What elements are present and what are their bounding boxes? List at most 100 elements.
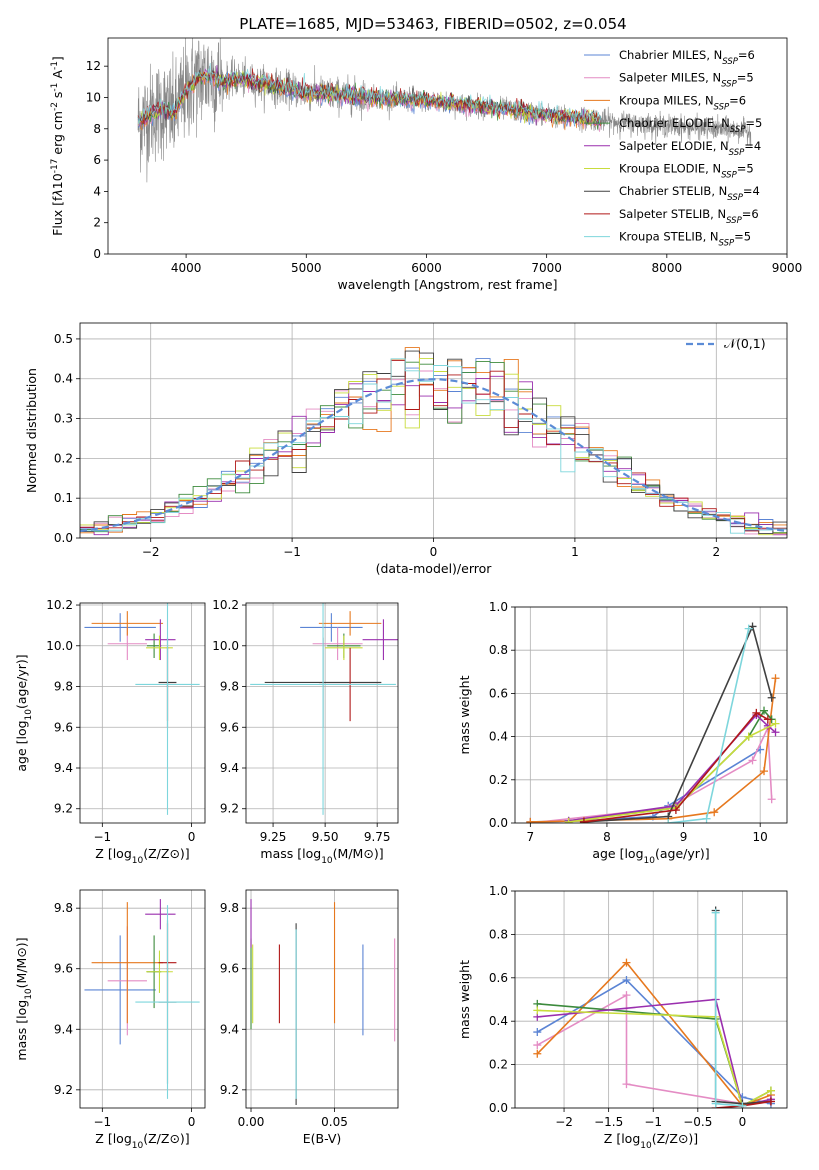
x-tick-label: 2 (712, 545, 720, 559)
data-point-marker (711, 908, 720, 917)
x-tick-label: −1.5 (594, 1115, 623, 1129)
y-tick-label: 1.0 (489, 884, 508, 898)
x-tick-label: 0 (188, 830, 196, 844)
series-line (530, 678, 777, 823)
data-point-marker (526, 817, 535, 823)
data-point-marker (771, 674, 780, 683)
data-point-marker (744, 732, 753, 741)
data-point-marker (702, 814, 711, 823)
x-tick-label: 9.25 (260, 830, 287, 844)
plot-area (250, 899, 396, 1105)
figure-title: PLATE=1685, MJD=53463, FIBERID=0502, z=0… (239, 15, 626, 33)
plot-area (84, 603, 200, 815)
y-tick-label: 9.6 (54, 720, 73, 734)
legend-label-chabrier-stelib: Chabrier STELIB, NSSP=4 (619, 184, 760, 203)
grid (246, 890, 398, 1108)
data-point-marker (622, 991, 631, 1000)
age-vs-metallicity-panel: −1 0 9.2 9.4 9.6 9.8 10.0 10.2 Z [log10(Z/Z⊙)] ag… (14, 598, 206, 866)
ticks: −2 −1 0 1 2 0.0 0.1 0.2 0.3 0.4 0.5 (54, 332, 720, 559)
plot-area (533, 906, 775, 1108)
axes-frame (107, 37, 788, 255)
x-tick-label: −1 (93, 830, 111, 844)
data-point-marker (533, 1006, 542, 1015)
errorbar-point-salpeter-elodie (145, 619, 176, 661)
errorbar-point-salpeter-elodie (145, 899, 176, 930)
data-point-marker (752, 708, 761, 717)
y-tick-label: 0.2 (54, 451, 73, 465)
plot-area (137, 38, 752, 183)
y-axis-label: Flux [fλ10-17 erg cm-2 s-1 A-1] (50, 56, 65, 236)
y-tick-label: 0.0 (489, 816, 508, 830)
data-point-marker (760, 706, 769, 715)
legend-label-chabrier-elodie: Chabrier ELODIE, NSSP=5 (619, 116, 762, 135)
x-tick-label: 5000 (291, 261, 322, 275)
data-point-marker (622, 958, 631, 967)
y-axis-label: Normed distribution (24, 368, 39, 493)
x-tick-label: 7 (527, 830, 535, 844)
data-point-marker (766, 1097, 775, 1106)
spectrum-panel: 4000 5000 6000 7000 8000 9000 0 2 4 6 8 10 12 wavelen… (50, 37, 802, 292)
x-axis-label: age [log10(age/yr)] (592, 846, 709, 866)
x-tick-label: −1 (644, 1115, 662, 1129)
errorbar-point-chabrier-elodie (146, 633, 162, 658)
data-point-marker (766, 1086, 775, 1095)
y-tick-label: 0.3 (54, 412, 73, 426)
y-tick-label: 9.8 (54, 680, 73, 694)
series-kroupa-elodie (564, 719, 780, 823)
weight-vs-metallicity-panel: −2 −1.5 −1 −0.5 0 0.0 0.2 0.4 0.6 0.8 1.0 Z [log10(… (457, 884, 788, 1151)
data-point-marker (710, 808, 719, 817)
x-tick-label: −2 (555, 1115, 573, 1129)
plot-area (84, 899, 200, 1099)
data-point-marker (622, 975, 631, 984)
x-tick-label: 0.00 (238, 1115, 265, 1129)
y-tick-label: 0.2 (489, 773, 508, 787)
x-tick-label: 6000 (411, 261, 442, 275)
axes-frame (79, 602, 206, 824)
errorbar-point-kroupa-elodie (146, 950, 173, 993)
y-tick-label: 0.0 (489, 1101, 508, 1115)
grid (80, 603, 205, 823)
y-tick-label: 10.2 (212, 598, 239, 612)
data-point-marker (738, 1101, 747, 1108)
y-tick-label: 0.6 (489, 971, 508, 985)
data-point-marker (579, 817, 588, 823)
errorbar-point-kroupa-stelib (250, 603, 396, 815)
series-line (714, 910, 771, 1105)
x-axis-label: wavelength [Angstrom, rest frame] (337, 277, 557, 292)
observed-spectrum-line (137, 38, 752, 183)
errorbar-point-kroupa-stelib (135, 603, 200, 815)
ticks: −2 −1.5 −1 −0.5 0 0.0 0.2 0.4 0.6 0.8 1.0 (489, 884, 746, 1129)
y-axis-label: mass weight (457, 960, 472, 1039)
y-tick-label: 10.0 (46, 639, 73, 653)
data-point-marker (533, 1049, 542, 1058)
y-axis-label: mass [log10(M/M⊙)] (14, 937, 34, 1060)
y-tick-label: 9.6 (220, 962, 239, 976)
series-line (537, 1009, 772, 1107)
errorbar-point-kroupa-miles (318, 611, 382, 636)
y-tick-label: 9.2 (220, 1083, 239, 1097)
series-kroupa-stelib (711, 908, 747, 1108)
data-point-marker (671, 806, 680, 815)
x-tick-label: 8 (603, 830, 611, 844)
y-tick-label: 0.8 (489, 643, 508, 657)
y-tick-label: 0.8 (489, 927, 508, 941)
x-tick-label: 0 (739, 1115, 747, 1129)
y-axis-label: mass weight (457, 675, 472, 754)
series-line (583, 624, 773, 823)
ticks: 4000 5000 6000 7000 8000 9000 0 2 4 6 8 10 12 (86, 59, 803, 275)
x-tick-label: 9.75 (364, 830, 391, 844)
x-tick-label: −1 (283, 545, 301, 559)
plot-area (526, 622, 780, 823)
errorbar-point-kroupa-elodie (146, 635, 173, 661)
x-tick-label: 7000 (531, 261, 562, 275)
y-tick-label: 10.2 (46, 598, 73, 612)
x-axis-label: E(B-V) (303, 1131, 342, 1146)
data-point-marker (622, 1080, 631, 1089)
ticks: −1 0 9.2 9.4 9.6 9.8 (54, 901, 196, 1129)
x-tick-label: 4000 (171, 261, 202, 275)
axes-frame (514, 606, 788, 824)
axes-frame (245, 602, 399, 824)
y-tick-label: 10 (86, 90, 101, 104)
legend-label-salpeter-stelib: Salpeter STELIB, NSSP=6 (619, 207, 759, 226)
